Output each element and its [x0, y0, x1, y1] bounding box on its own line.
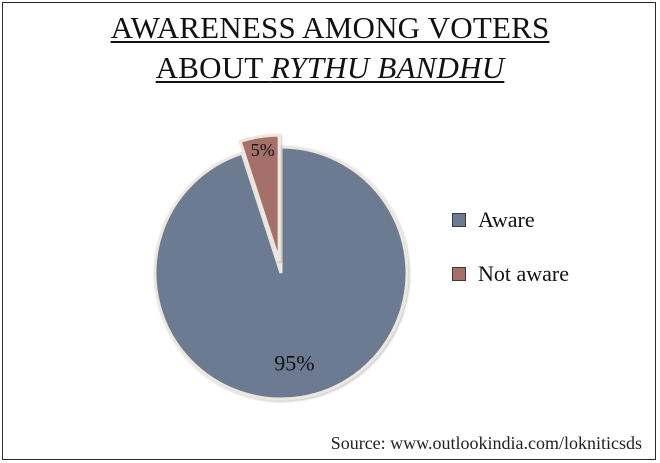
legend-label-not-aware: Not aware — [478, 261, 570, 286]
chart-title-line-1: AWARENESS AMONG VOTERS — [110, 10, 550, 45]
legend-swatch-not-aware — [452, 267, 466, 281]
pie-slice-not-aware — [238, 133, 281, 262]
chart-title: AWARENESS AMONG VOTERS ABOUT RYTHU BANDH… — [0, 8, 660, 88]
chart-title-emphasis: RYTHU BANDHU — [270, 50, 505, 85]
legend-item-aware: Aware — [452, 205, 632, 235]
chart-legend: Aware Not aware — [452, 205, 632, 313]
pie-label-aware: 95% — [274, 351, 314, 376]
legend-swatch-aware — [452, 213, 466, 227]
legend-label-aware: Aware — [478, 207, 535, 232]
chart-title-line-2: ABOUT RYTHU BANDHU — [156, 48, 505, 88]
pie-label-not-aware: 5% — [251, 140, 275, 160]
source-note: Source: www.outlookindia.com/lokniticsds — [330, 433, 642, 453]
chart-title-prefix: ABOUT — [155, 50, 271, 85]
legend-item-not-aware: Not aware — [452, 259, 632, 289]
pie-slice-aware — [153, 145, 409, 401]
